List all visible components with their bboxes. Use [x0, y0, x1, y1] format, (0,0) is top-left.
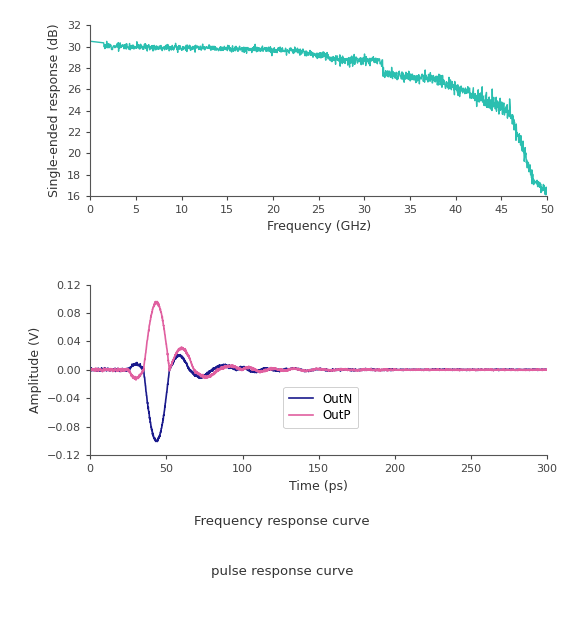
OutN	[486, 366, 492, 374]
X-axis label: Frequency (GHz): Frequency (GHz)	[267, 221, 371, 233]
Legend: OutN, OutP: OutN, OutP	[283, 387, 359, 428]
OutN	[166, 366, 173, 374]
OutN	[282, 366, 289, 374]
OutN	[139, 363, 146, 371]
OutN	[262, 365, 269, 372]
OutN	[535, 366, 542, 374]
OutP	[139, 367, 146, 374]
Y-axis label: Amplitude (V): Amplitude (V)	[29, 327, 42, 413]
OutP	[282, 367, 289, 374]
OutP	[166, 365, 173, 373]
OutP	[486, 366, 492, 374]
OutN	[87, 365, 94, 373]
OutP	[87, 365, 94, 373]
X-axis label: Time (ps): Time (ps)	[289, 480, 348, 492]
OutP	[152, 298, 159, 305]
OutP	[535, 367, 542, 374]
OutN	[177, 351, 184, 358]
OutN	[154, 438, 161, 446]
OutN	[544, 367, 550, 374]
Line: OutN: OutN	[90, 355, 547, 442]
Text: pulse response curve: pulse response curve	[211, 566, 353, 578]
Text: Frequency response curve: Frequency response curve	[194, 515, 370, 528]
OutP	[544, 365, 550, 373]
OutP	[262, 367, 269, 375]
Line: OutP: OutP	[90, 301, 547, 380]
Y-axis label: Single-ended response (dB): Single-ended response (dB)	[49, 24, 61, 197]
OutP	[133, 376, 139, 384]
